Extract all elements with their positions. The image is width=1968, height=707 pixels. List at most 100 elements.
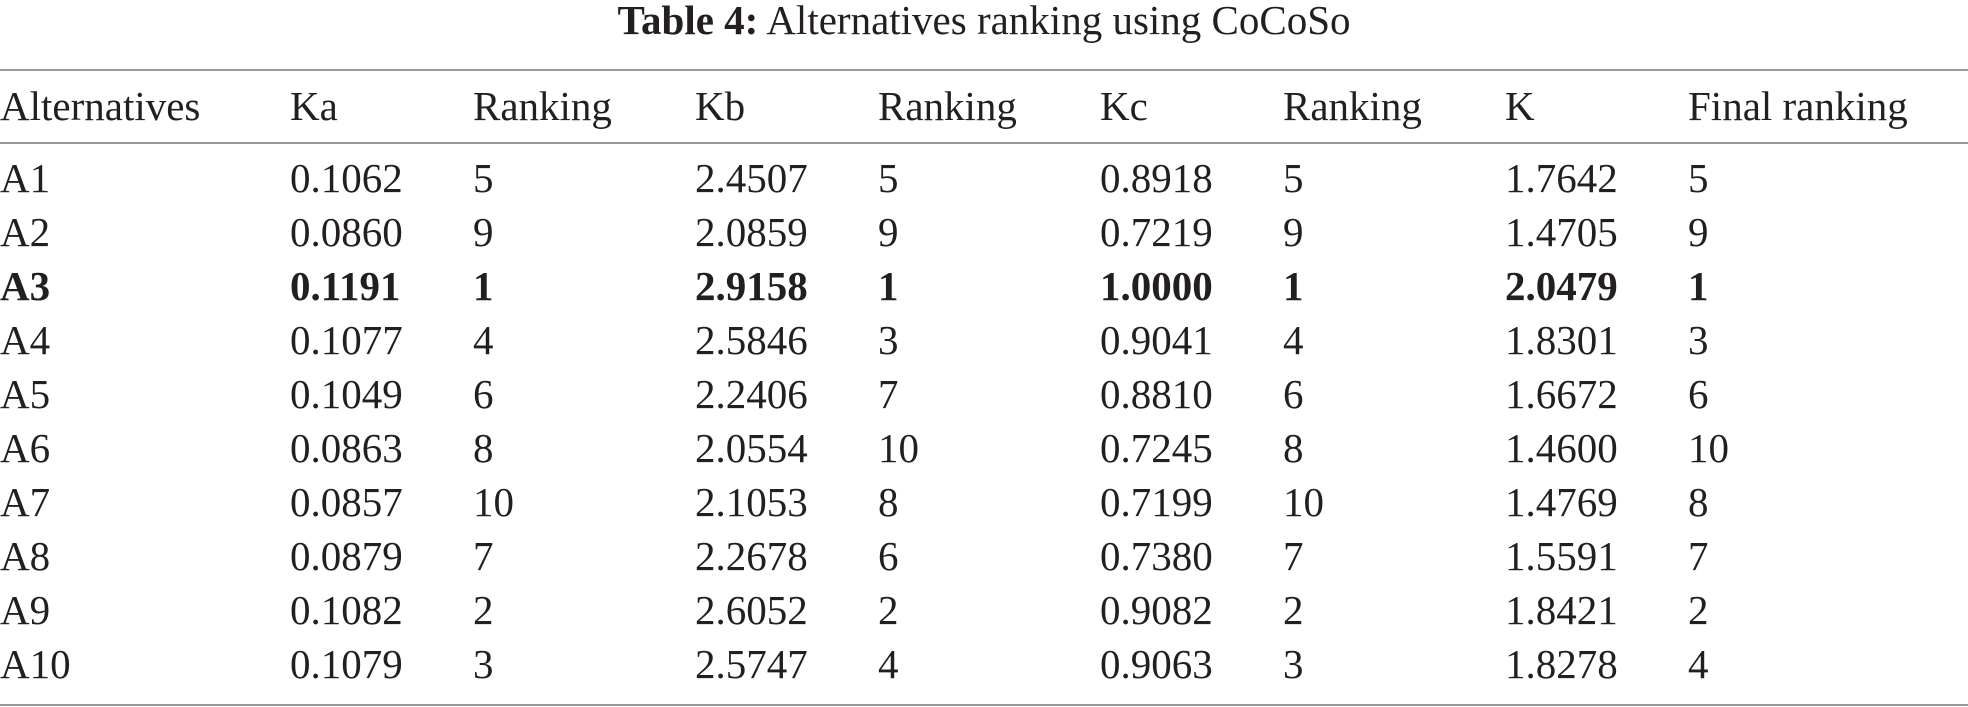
cell-kb: 2.2406	[695, 371, 808, 417]
cell-kb: 2.1053	[695, 479, 808, 525]
cell-kc-ranking: 5	[1283, 155, 1304, 201]
cell-final-ranking: 9	[1688, 209, 1709, 255]
column-header-kc-ranking: Ranking	[1283, 83, 1422, 129]
cell-k: 1.4600	[1505, 425, 1618, 471]
cell-alternative: A8	[0, 533, 51, 579]
table-row: A7 0.0857 10 2.1053 8 0.7199 10 1.4769 8	[0, 475, 1958, 529]
cell-kc: 0.8810	[1100, 371, 1213, 417]
cell-k: 1.4705	[1505, 209, 1618, 255]
cell-kb-ranking: 8	[878, 479, 899, 525]
cell-kc: 0.9082	[1100, 587, 1213, 633]
cell-kb-ranking: 5	[878, 155, 899, 201]
cell-final-ranking: 1	[1688, 263, 1709, 309]
cell-ka: 0.1077	[290, 317, 403, 363]
cell-k: 1.8421	[1505, 587, 1618, 633]
cell-final-ranking: 7	[1688, 533, 1709, 579]
cell-ka: 0.1049	[290, 371, 403, 417]
cell-kc: 0.9041	[1100, 317, 1213, 363]
cell-final-ranking: 4	[1688, 641, 1709, 687]
cell-k: 1.8301	[1505, 317, 1618, 363]
table-row: A8 0.0879 7 2.2678 6 0.7380 7 1.5591 7	[0, 529, 1958, 583]
cell-kb-ranking: 1	[878, 263, 899, 309]
column-header-final-ranking: Final ranking	[1688, 83, 1908, 129]
column-header-kc: Kc	[1100, 83, 1148, 129]
cell-ka-ranking: 1	[473, 263, 494, 309]
cell-kb: 2.5747	[695, 641, 808, 687]
cell-final-ranking: 8	[1688, 479, 1709, 525]
cell-kb-ranking: 2	[878, 587, 899, 633]
cell-ka-ranking: 8	[473, 425, 494, 471]
table-row: A3 0.1191 1 2.9158 1 1.0000 1 2.0479 1	[0, 259, 1958, 313]
cell-ka-ranking: 7	[473, 533, 494, 579]
cell-ka: 0.0857	[290, 479, 403, 525]
cell-final-ranking: 5	[1688, 155, 1709, 201]
table-header-row: Alternatives Ka Ranking Kb Ranking Kc Ra…	[0, 79, 1958, 133]
table-header-rule	[0, 142, 1968, 144]
cell-ka: 0.0879	[290, 533, 403, 579]
cell-kc-ranking: 4	[1283, 317, 1304, 363]
cell-alternative: A4	[0, 317, 51, 363]
cell-ka-ranking: 9	[473, 209, 494, 255]
table-caption: Table 4: Alternatives ranking using CoCo…	[0, 0, 1968, 44]
cell-kb: 2.9158	[695, 263, 808, 309]
cell-kc: 0.7380	[1100, 533, 1213, 579]
table-row: A10 0.1079 3 2.5747 4 0.9063 3 1.8278 4	[0, 637, 1958, 691]
cell-ka: 0.0860	[290, 209, 403, 255]
cell-ka-ranking: 10	[473, 479, 514, 525]
cell-kb-ranking: 6	[878, 533, 899, 579]
cell-ka: 0.1191	[290, 263, 401, 309]
cell-ka-ranking: 5	[473, 155, 494, 201]
cell-kc-ranking: 10	[1283, 479, 1324, 525]
cell-kc-ranking: 2	[1283, 587, 1304, 633]
cell-k: 1.5591	[1505, 533, 1618, 579]
ranking-table: Alternatives Ka Ranking Kb Ranking Kc Ra…	[0, 79, 1958, 691]
cell-kb: 2.6052	[695, 587, 808, 633]
cell-final-ranking: 6	[1688, 371, 1709, 417]
cell-kc-ranking: 6	[1283, 371, 1304, 417]
cell-final-ranking: 2	[1688, 587, 1709, 633]
cell-kc: 0.7245	[1100, 425, 1213, 471]
cell-kb-ranking: 9	[878, 209, 899, 255]
cell-kc: 0.9063	[1100, 641, 1213, 687]
column-header-alternatives: Alternatives	[0, 83, 201, 129]
cell-kb: 2.4507	[695, 155, 808, 201]
cell-alternative: A3	[0, 263, 51, 309]
column-header-kb: Kb	[695, 83, 746, 129]
table-row: A4 0.1077 4 2.5846 3 0.9041 4 1.8301 3	[0, 313, 1958, 367]
table-row: A5 0.1049 6 2.2406 7 0.8810 6 1.6672 6	[0, 367, 1958, 421]
cell-kc: 0.8918	[1100, 155, 1213, 201]
cell-kc-ranking: 7	[1283, 533, 1304, 579]
cell-kc: 0.7219	[1100, 209, 1213, 255]
cell-alternative: A1	[0, 155, 51, 201]
cell-alternative: A2	[0, 209, 51, 255]
table-caption-text: Alternatives ranking using CoCoSo	[766, 0, 1351, 43]
cell-kc-ranking: 9	[1283, 209, 1304, 255]
cell-alternative: A5	[0, 371, 51, 417]
cell-k: 1.7642	[1505, 155, 1618, 201]
table-body: A1 0.1062 5 2.4507 5 0.8918 5 1.7642 5 A2 0.0860 9 2…	[0, 151, 1958, 691]
cell-kb: 2.2678	[695, 533, 808, 579]
cell-ka: 0.1079	[290, 641, 403, 687]
cell-kc: 0.7199	[1100, 479, 1213, 525]
cell-k: 1.8278	[1505, 641, 1618, 687]
cell-k: 1.4769	[1505, 479, 1618, 525]
cell-ka: 0.1062	[290, 155, 403, 201]
cell-k: 2.0479	[1505, 263, 1618, 309]
cell-ka-ranking: 4	[473, 317, 494, 363]
cell-ka: 0.1082	[290, 587, 403, 633]
table-row: A9 0.1082 2 2.6052 2 0.9082 2 1.8421 2	[0, 583, 1958, 637]
cell-alternative: A9	[0, 587, 51, 633]
table-row: A2 0.0860 9 2.0859 9 0.7219 9 1.4705 9	[0, 205, 1958, 259]
cell-kb-ranking: 3	[878, 317, 899, 363]
cell-kc-ranking: 8	[1283, 425, 1304, 471]
table-bottom-rule	[0, 704, 1968, 706]
cell-ka-ranking: 2	[473, 587, 494, 633]
cell-kc-ranking: 3	[1283, 641, 1304, 687]
table-row: A6 0.0863 8 2.0554 10 0.7245 8 1.4600 10	[0, 421, 1958, 475]
cell-kb-ranking: 10	[878, 425, 919, 471]
column-header-ka: Ka	[290, 83, 338, 129]
cell-kb: 2.0554	[695, 425, 808, 471]
table-row: A1 0.1062 5 2.4507 5 0.8918 5 1.7642 5	[0, 151, 1958, 205]
cell-kc-ranking: 1	[1283, 263, 1304, 309]
column-header-ka-ranking: Ranking	[473, 83, 612, 129]
